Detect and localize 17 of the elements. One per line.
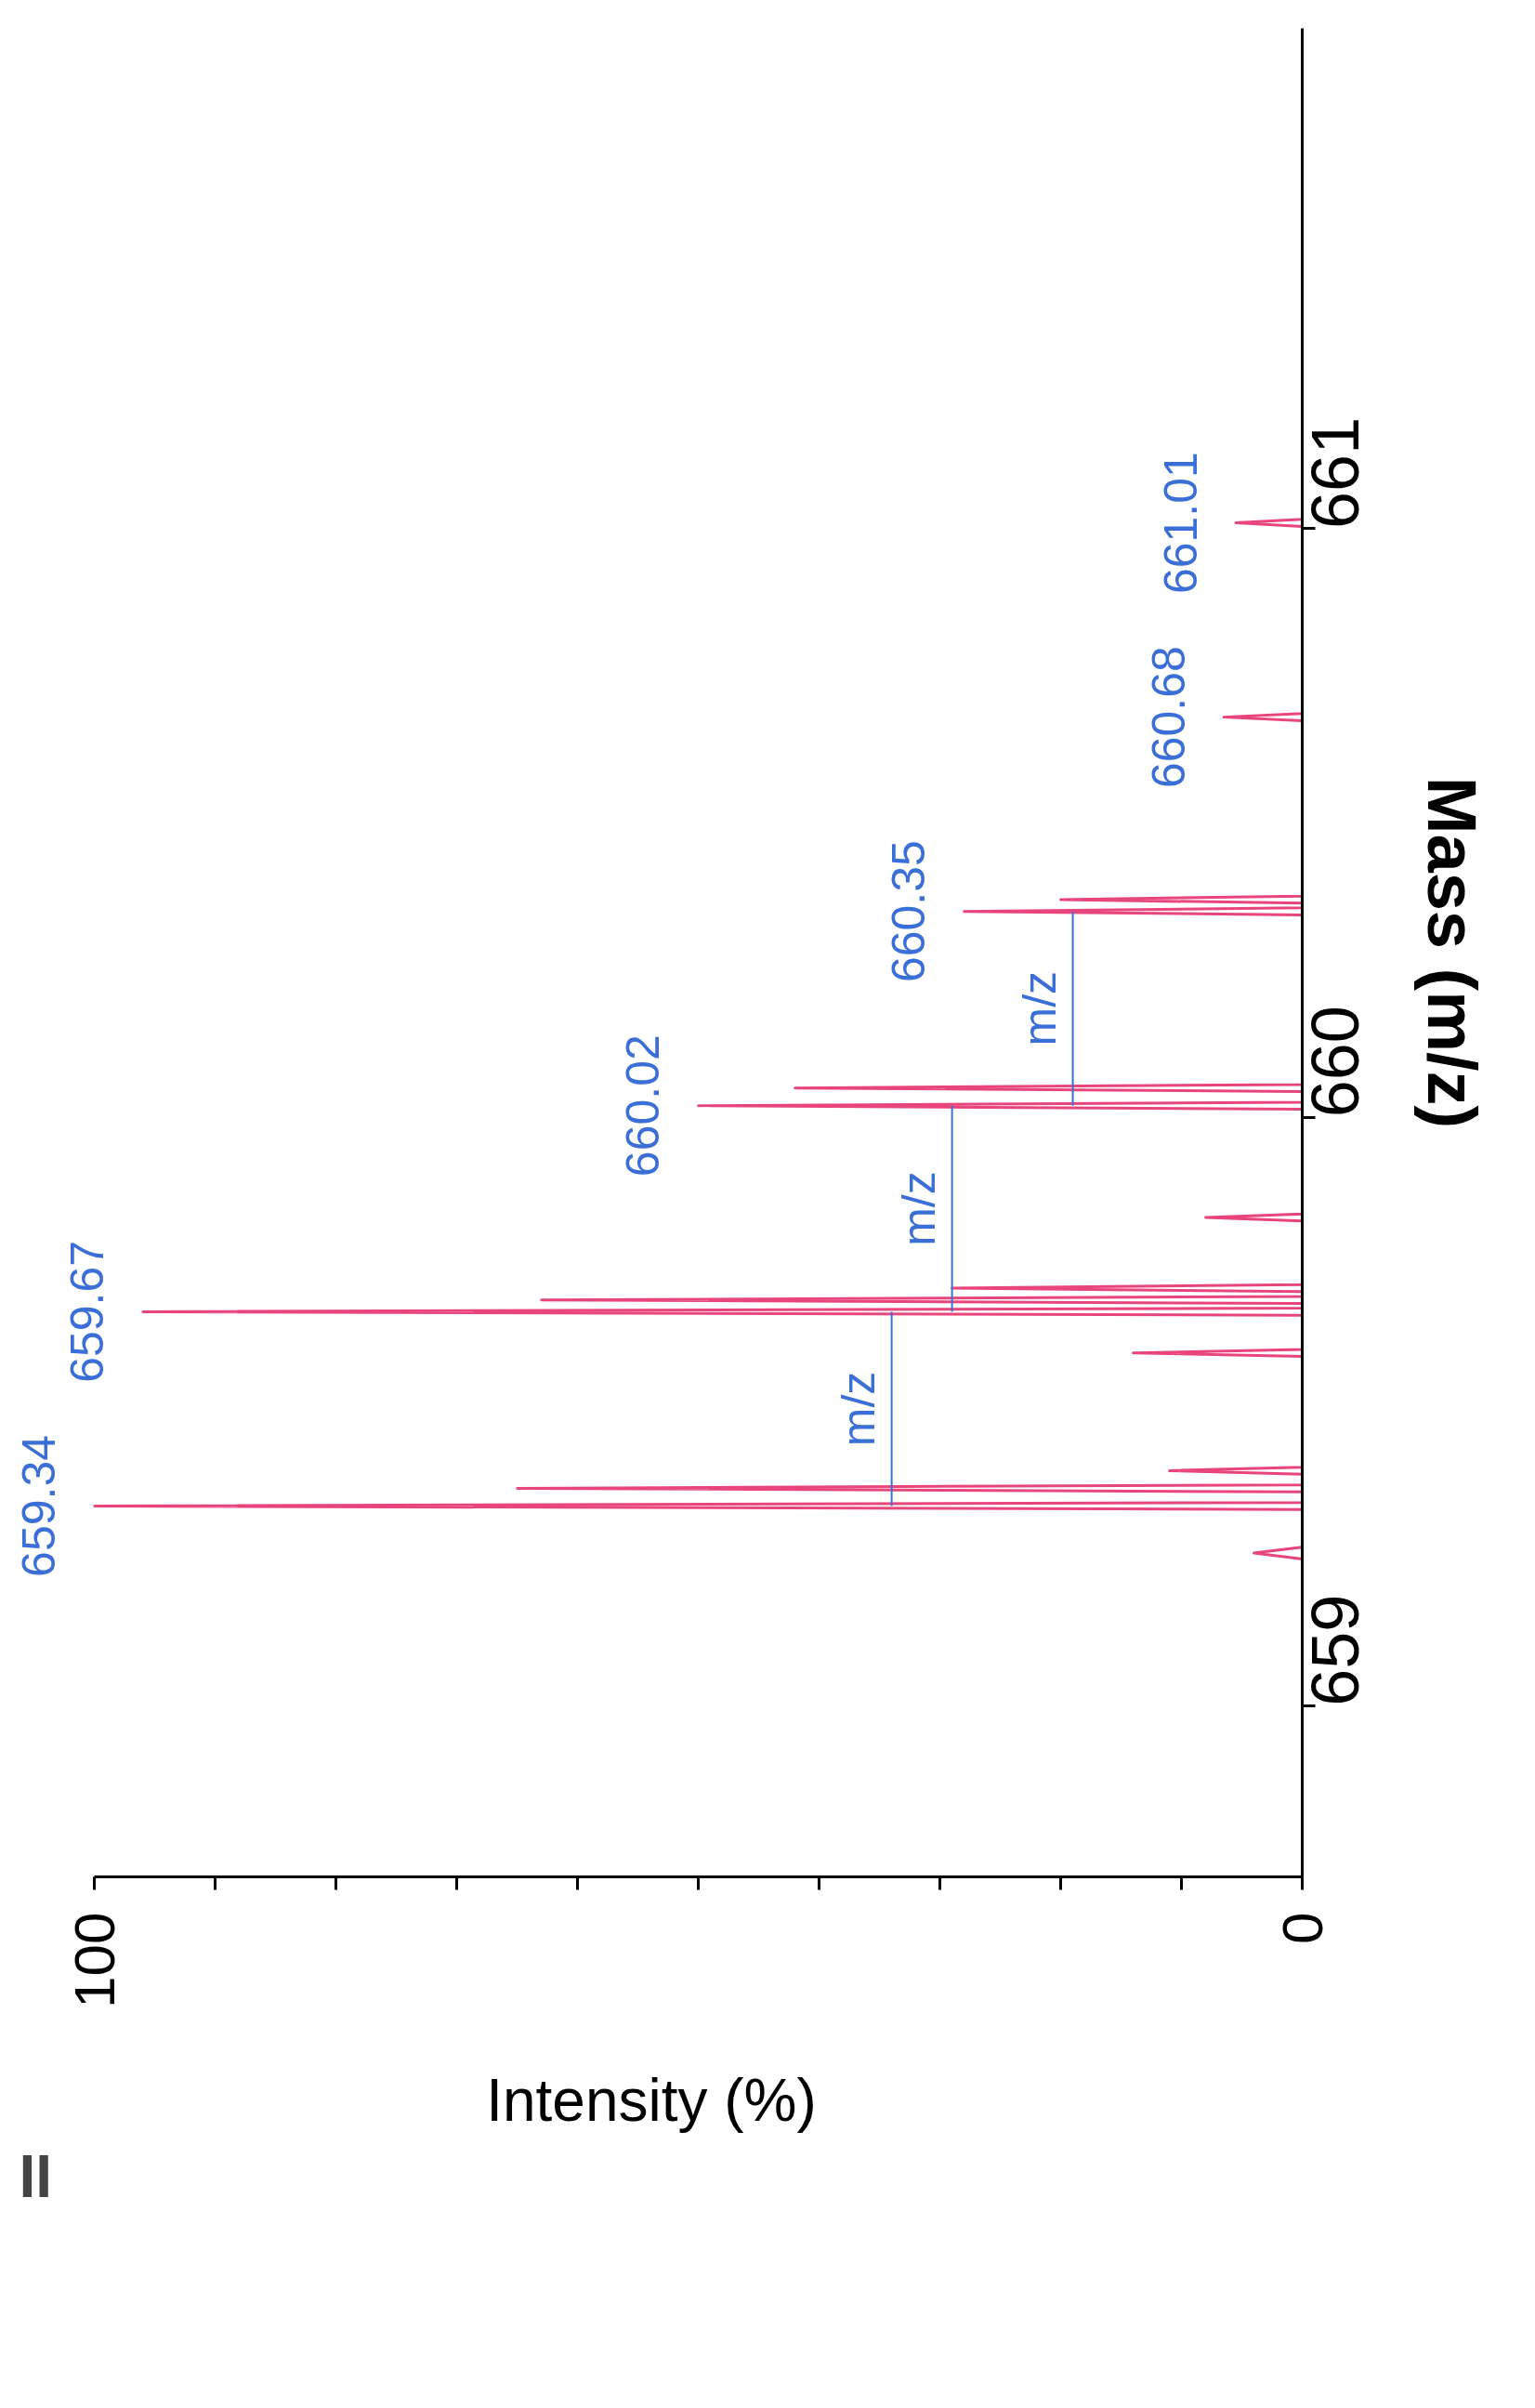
y-axis-title: Mass (m/z) — [1412, 776, 1490, 1129]
text: II — [19, 2142, 53, 2210]
annotation: 660.02 — [617, 1034, 670, 1178]
y-tick-label: 660 — [1298, 1006, 1373, 1118]
x-axis-title: Intensity (%) — [486, 2066, 817, 2134]
annotation: 659.67 — [61, 1240, 114, 1383]
annotation: 660.35 — [883, 840, 936, 983]
annotation: 659.34 — [13, 1434, 66, 1577]
annotation: m/z — [832, 1371, 885, 1447]
x-tick-label: 0 — [1269, 1912, 1334, 1944]
annotation: m/z — [1013, 970, 1066, 1046]
annotation: m/z — [892, 1171, 945, 1246]
annotation: 661.01 — [1154, 452, 1207, 595]
y-tick-label: 661 — [1298, 416, 1373, 529]
annotation: 660.68 — [1142, 646, 1195, 789]
y-tick-label: 659 — [1298, 1594, 1373, 1706]
x-tick-label: 100 — [61, 1912, 126, 2008]
